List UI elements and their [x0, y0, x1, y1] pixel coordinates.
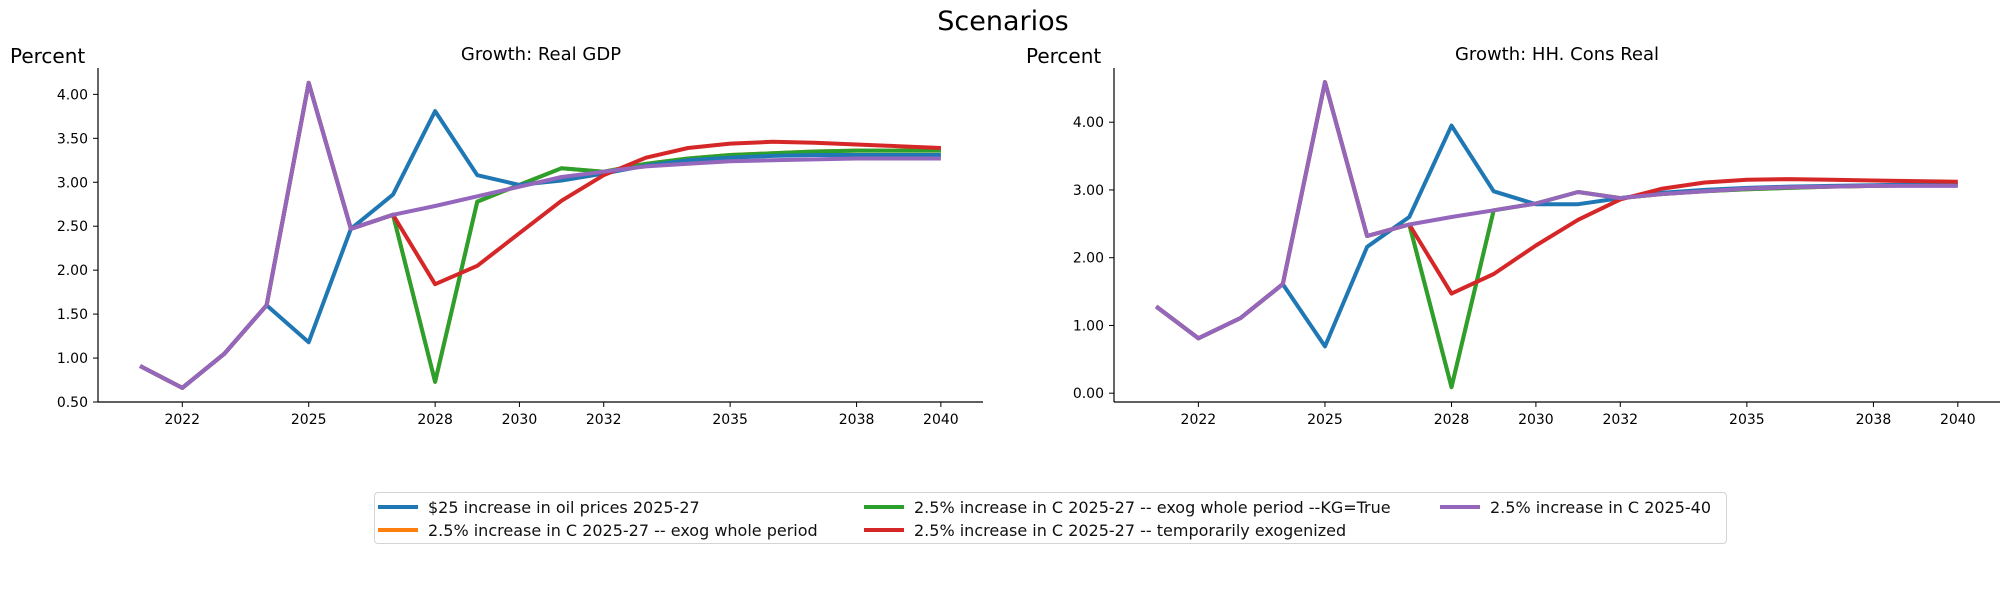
x-tick-label: 2030 [502, 412, 538, 428]
y-tick-label: 0.00 [1073, 386, 1104, 402]
y-tick-label: 1.50 [57, 307, 88, 323]
x-tick-label: 2022 [164, 412, 200, 428]
series-line-5 [139, 80, 941, 390]
x-tick-label: 2025 [1307, 412, 1343, 428]
x-tick-label: 2032 [586, 412, 622, 428]
x-tick-label: 2025 [291, 412, 327, 428]
panel-real-gdp: Growth: Real GDP Percent 0.50 1.00 1.50 2.0… [10, 44, 983, 428]
x-tick-label: 2028 [417, 412, 453, 428]
panel-real-gdp-title: Growth: Real GDP [461, 44, 621, 65]
x-tick-label: 2028 [1434, 412, 1470, 428]
x-tick-label: 2035 [712, 412, 748, 428]
panel-real-gdp-ylabel: Percent [10, 44, 85, 68]
panel-hh-cons-real-title: Growth: HH. Cons Real [1455, 44, 1659, 65]
legend-swatch-exog-whole-period [378, 528, 418, 532]
figure-title: Scenarios [937, 6, 1068, 37]
y-tick-label: 4.00 [57, 87, 88, 103]
y-tick-label: 1.00 [57, 351, 88, 367]
x-tick-label: 2022 [1181, 412, 1217, 428]
panel-hh-cons-real-axes: 0.00 1.00 2.00 3.00 4.00 2022 2025 2028 2030 2032… [1073, 68, 2000, 428]
y-tick-label: 2.00 [57, 263, 88, 279]
panel-real-gdp-lines [139, 80, 941, 390]
legend-item-exog-whole-period: 2.5% increase in C 2025-27 -- exog whole… [378, 519, 818, 541]
y-tick-label: 2.00 [1073, 251, 1104, 267]
legend-item-c-2025-40: 2.5% increase in C 2025-40 [1440, 496, 1711, 518]
x-tick-label: 2035 [1729, 412, 1765, 428]
series-line-1 [1154, 123, 1958, 349]
legend-label-exog-kg-true: 2.5% increase in C 2025-27 -- exog whole… [914, 497, 1391, 517]
y-tick-label: 3.00 [57, 175, 88, 191]
series-line-4 [1154, 80, 1958, 341]
legend-item-temporarily-exogenized: 2.5% increase in C 2025-27 -- temporaril… [864, 519, 1346, 541]
legend-swatch-oil-prices [378, 505, 418, 509]
series-line-5 [1154, 80, 1958, 341]
y-tick-label: 4.00 [1073, 115, 1104, 131]
legend-label-temporarily-exogenized: 2.5% increase in C 2025-27 -- temporaril… [914, 520, 1347, 540]
x-tick-label: 2038 [1856, 412, 1892, 428]
y-tick-label: 2.50 [57, 219, 88, 235]
panel-hh-cons-real-lines [1154, 80, 1958, 390]
legend-label-oil-prices: $25 increase in oil prices 2025-27 [428, 497, 700, 517]
series-line-4 [139, 80, 941, 390]
x-tick-label: 2038 [839, 412, 875, 428]
y-tick-label: 0.50 [57, 395, 88, 411]
legend-item-oil-prices: $25 increase in oil prices 2025-27 [378, 496, 700, 518]
legend-swatch-c-2025-40 [1440, 505, 1480, 509]
legend-label-exog-whole-period: 2.5% increase in C 2025-27 -- exog whole… [428, 520, 818, 540]
legend-swatch-temporarily-exogenized [864, 528, 904, 532]
legend-item-exog-kg-true: 2.5% increase in C 2025-27 -- exog whole… [864, 496, 1391, 518]
panel-hh-cons-real: Growth: HH. Cons Real Percent 0.00 1.00 2.… [1026, 44, 2000, 428]
x-tick-label: 2030 [1518, 412, 1554, 428]
x-tick-label: 2040 [923, 412, 959, 428]
panel-hh-cons-real-ylabel: Percent [1026, 44, 1101, 68]
y-tick-label: 3.00 [1073, 183, 1104, 199]
legend: $25 increase in oil prices 2025-27 2.5% … [374, 492, 1727, 544]
legend-swatch-exog-kg-true [864, 505, 904, 509]
x-tick-label: 2032 [1602, 412, 1638, 428]
x-tick-label: 2040 [1940, 412, 1976, 428]
panel-real-gdp-axes: 0.50 1.00 1.50 2.00 2.50 3.00 3.50 4.00 2022 2025… [57, 68, 983, 428]
series-line-3 [139, 80, 941, 390]
series-line-2 [139, 80, 941, 390]
y-tick-label: 3.50 [57, 131, 88, 147]
legend-label-c-2025-40: 2.5% increase in C 2025-40 [1490, 497, 1712, 517]
y-tick-label: 1.00 [1073, 318, 1104, 334]
